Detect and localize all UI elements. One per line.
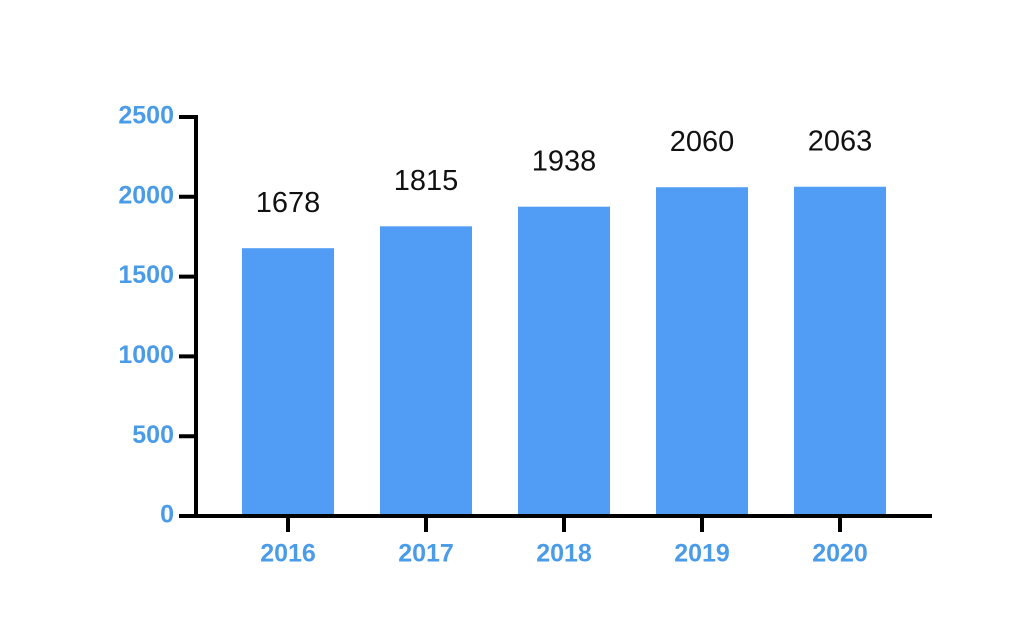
x-tick-label: 2020 bbox=[812, 540, 868, 568]
value-label: 2063 bbox=[808, 125, 873, 157]
x-tick-label: 2019 bbox=[674, 540, 730, 568]
x-tick-label: 2018 bbox=[536, 540, 592, 568]
y-tick-label: 1000 bbox=[118, 341, 174, 369]
bar bbox=[242, 248, 334, 516]
value-label: 1938 bbox=[532, 145, 597, 177]
bar bbox=[656, 187, 748, 516]
bar bbox=[380, 226, 472, 517]
x-tick-label: 2017 bbox=[398, 540, 454, 568]
value-label: 1815 bbox=[394, 165, 459, 197]
value-label: 1678 bbox=[256, 187, 321, 219]
bar bbox=[518, 206, 610, 517]
value-label: 2060 bbox=[670, 126, 735, 158]
bar bbox=[794, 186, 886, 517]
y-tick-label: 500 bbox=[132, 421, 174, 449]
y-tick-label: 0 bbox=[160, 501, 174, 529]
y-tick-label: 1500 bbox=[118, 261, 174, 289]
y-tick-label: 2000 bbox=[118, 181, 174, 209]
x-tick-label: 2016 bbox=[260, 540, 316, 568]
y-tick-label: 2500 bbox=[118, 102, 174, 130]
